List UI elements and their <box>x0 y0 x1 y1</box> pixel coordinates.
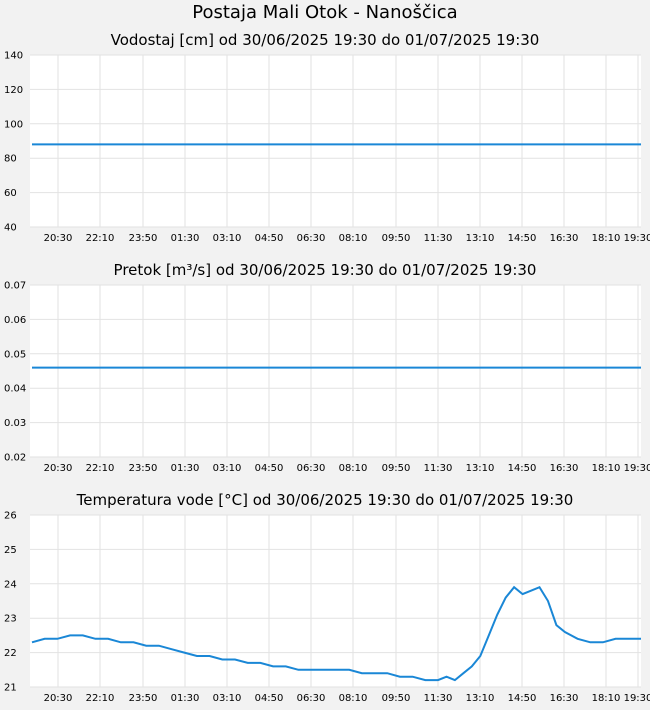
y-tick-label: 22 <box>4 648 17 659</box>
x-tick-label: 14:50 <box>508 233 537 244</box>
chart-title: Temperatura vode [°C] od 30/06/2025 19:3… <box>76 491 574 509</box>
y-tick-label: 40 <box>4 223 17 234</box>
x-tick-label: 16:30 <box>550 463 579 474</box>
y-tick-label: 24 <box>4 579 17 590</box>
y-tick-label: 0.02 <box>4 453 26 464</box>
y-tick-label: 23 <box>4 614 17 625</box>
x-tick-label: 06:30 <box>297 463 326 474</box>
x-tick-label: 18:10 <box>592 693 621 704</box>
x-tick-label: 18:10 <box>592 233 621 244</box>
y-tick-label: 21 <box>4 683 17 694</box>
y-tick-label: 80 <box>4 154 17 165</box>
chart-title: Pretok [m³/s] od 30/06/2025 19:30 do 01/… <box>114 261 537 279</box>
x-tick-label: 22:10 <box>86 693 115 704</box>
y-tick-label: 100 <box>4 119 23 130</box>
x-tick-label: 01:30 <box>171 693 200 704</box>
x-tick-label: 03:10 <box>213 693 242 704</box>
x-tick-label: 14:50 <box>508 463 537 474</box>
x-tick-label: 23:50 <box>129 233 158 244</box>
y-tick-label: 0.03 <box>4 418 26 429</box>
chart-panel-2: Pretok [m³/s] od 30/06/2025 19:30 do 01/… <box>4 261 650 474</box>
x-tick-label: 13:10 <box>466 463 495 474</box>
chart-panel-3: Temperatura vode [°C] od 30/06/2025 19:3… <box>4 491 650 704</box>
y-tick-label: 0.04 <box>4 384 26 395</box>
x-tick-label: 01:30 <box>171 463 200 474</box>
x-tick-label: 11:30 <box>424 693 453 704</box>
y-tick-label: 25 <box>4 545 17 556</box>
x-tick-label: 11:30 <box>424 233 453 244</box>
x-tick-label: 04:50 <box>255 233 284 244</box>
x-tick-label: 08:10 <box>339 693 368 704</box>
x-tick-label: 06:30 <box>297 693 326 704</box>
x-tick-label: 16:30 <box>550 693 579 704</box>
x-tick-label: 18:10 <box>592 463 621 474</box>
x-tick-label: 19:30 <box>624 693 650 704</box>
chart-title: Vodostaj [cm] od 30/06/2025 19:30 do 01/… <box>111 31 540 49</box>
y-tick-label: 26 <box>4 511 17 522</box>
x-tick-label: 20:30 <box>44 693 73 704</box>
x-tick-label: 03:10 <box>213 233 242 244</box>
x-tick-label: 08:10 <box>339 233 368 244</box>
y-tick-label: 0.06 <box>4 315 26 326</box>
x-tick-label: 20:30 <box>44 233 73 244</box>
x-tick-label: 22:10 <box>86 463 115 474</box>
x-tick-label: 04:50 <box>255 463 284 474</box>
x-tick-label: 09:50 <box>382 233 411 244</box>
x-tick-label: 22:10 <box>86 233 115 244</box>
x-tick-label: 13:10 <box>466 693 495 704</box>
x-tick-label: 06:30 <box>297 233 326 244</box>
x-tick-label: 20:30 <box>44 463 73 474</box>
y-tick-label: 0.05 <box>4 349 26 360</box>
x-tick-label: 11:30 <box>424 463 453 474</box>
y-tick-label: 120 <box>4 85 23 96</box>
x-tick-label: 04:50 <box>255 693 284 704</box>
x-tick-label: 23:50 <box>129 693 158 704</box>
x-tick-label: 23:50 <box>129 463 158 474</box>
plot-area <box>30 285 641 457</box>
x-tick-label: 16:30 <box>550 233 579 244</box>
y-tick-label: 140 <box>4 51 23 62</box>
chart-panel-1: Vodostaj [cm] od 30/06/2025 19:30 do 01/… <box>4 31 650 244</box>
x-tick-label: 14:50 <box>508 693 537 704</box>
x-tick-label: 19:30 <box>624 233 650 244</box>
plot-area <box>30 515 641 687</box>
y-tick-label: 60 <box>4 188 17 199</box>
x-tick-label: 19:30 <box>624 463 650 474</box>
y-tick-label: 0.07 <box>4 281 26 292</box>
x-tick-label: 03:10 <box>213 463 242 474</box>
x-tick-label: 13:10 <box>466 233 495 244</box>
x-tick-label: 09:50 <box>382 693 411 704</box>
station-title: Postaja Mali Otok - Nanoščica <box>192 2 458 23</box>
x-tick-label: 09:50 <box>382 463 411 474</box>
series-line <box>31 585 641 682</box>
x-tick-label: 01:30 <box>171 233 200 244</box>
plot-area <box>30 55 641 227</box>
x-tick-label: 08:10 <box>339 463 368 474</box>
